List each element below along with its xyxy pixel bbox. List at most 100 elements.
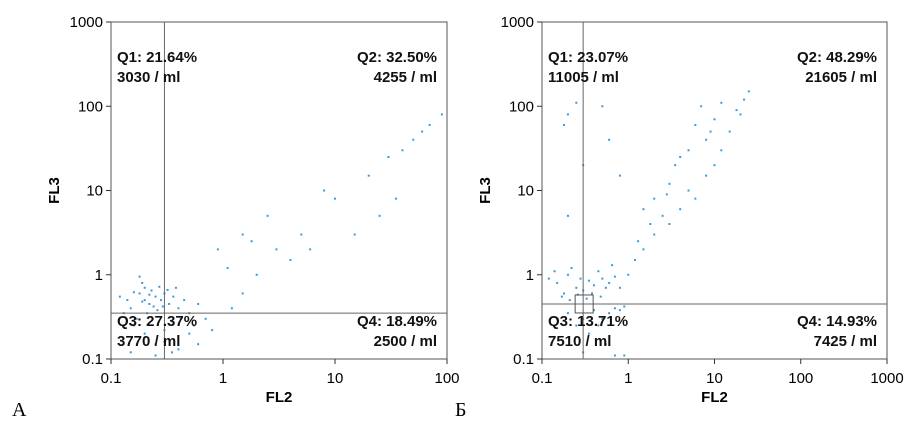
- data-point-60: [241, 233, 244, 236]
- data-point-64: [720, 101, 723, 104]
- data-point-59: [309, 248, 312, 251]
- x-tick-label: 100: [434, 370, 459, 387]
- data-point-63: [700, 105, 703, 108]
- q3-percent-label: Q3: 13.71%: [548, 313, 628, 330]
- data-point-14: [168, 302, 171, 305]
- data-point-65: [154, 354, 157, 357]
- q4-count-label: 7425 / ml: [814, 333, 877, 350]
- data-point-13: [613, 275, 616, 278]
- data-point-55: [705, 138, 708, 141]
- data-point-21: [143, 332, 146, 335]
- data-point-62: [679, 155, 682, 158]
- y-tick-label: 1: [526, 267, 534, 284]
- data-point-31: [158, 285, 161, 288]
- gate-marker-box: [574, 294, 594, 314]
- data-point-41: [634, 258, 637, 261]
- data-point-25: [179, 317, 182, 320]
- data-point-52: [728, 130, 731, 133]
- data-point-22: [591, 292, 594, 295]
- data-point-34: [618, 309, 621, 312]
- q1-count-label: 3030 / ml: [117, 69, 180, 86]
- data-point-50: [713, 164, 716, 167]
- data-point-33: [613, 307, 616, 310]
- data-point-22: [154, 343, 157, 346]
- data-point-3: [154, 295, 157, 298]
- data-point-62: [216, 248, 219, 251]
- data-point-33: [141, 300, 144, 303]
- data-point-45: [668, 223, 671, 226]
- data-point-34: [161, 305, 164, 308]
- data-point-67: [197, 343, 200, 346]
- x-tick-label: 10: [327, 370, 344, 387]
- data-point-23: [599, 295, 602, 298]
- data-point-16: [177, 307, 180, 310]
- data-point-27: [601, 317, 604, 320]
- data-point-4: [570, 267, 573, 270]
- y-tick-label: 100: [78, 98, 103, 115]
- panel-letter: А: [12, 399, 27, 421]
- data-point-35: [166, 288, 169, 291]
- q4-percent-label: Q4: 14.93%: [797, 313, 877, 330]
- data-point-18: [560, 295, 563, 298]
- data-point-31: [556, 317, 559, 320]
- y-axis-label: FL3: [46, 177, 63, 204]
- x-tick-label: 10: [706, 370, 723, 387]
- data-point-53: [428, 123, 431, 126]
- data-point-39: [118, 295, 121, 298]
- data-point-65: [735, 109, 738, 112]
- data-point-73: [575, 101, 578, 104]
- data-point-43: [653, 233, 656, 236]
- data-point-19: [568, 299, 571, 302]
- x-axis-label: FL2: [701, 389, 728, 406]
- data-point-2: [575, 286, 578, 289]
- data-point-79: [566, 214, 569, 217]
- data-point-69: [649, 223, 652, 226]
- data-point-78: [618, 174, 621, 177]
- data-point-9: [597, 270, 600, 273]
- data-point-10: [601, 277, 604, 280]
- data-point-40: [230, 307, 233, 310]
- data-point-68: [143, 336, 146, 339]
- data-point-48: [334, 197, 336, 200]
- data-point-42: [642, 248, 645, 251]
- y-tick-label: 1000: [501, 14, 534, 31]
- data-point-72: [566, 113, 569, 116]
- data-point-35: [623, 305, 626, 308]
- data-point-39: [623, 354, 626, 357]
- data-point-54: [440, 113, 443, 116]
- data-point-74: [563, 123, 566, 126]
- data-point-52: [412, 138, 415, 141]
- data-point-58: [353, 233, 356, 236]
- data-point-32: [597, 324, 600, 327]
- panel-letter: Б: [455, 399, 466, 421]
- scatter-panel-1: 0.1 1 10 100 0.1 1 10 100 1000 FL2 FL3 Q1: 21.64% 30…: [12, 14, 460, 421]
- y-tick-label: 10: [86, 183, 103, 200]
- q4-count-label: 2500 / ml: [374, 333, 437, 350]
- data-point-67: [709, 130, 712, 133]
- data-point-46: [289, 258, 292, 261]
- data-point-32: [148, 293, 151, 296]
- data-point-30: [150, 289, 153, 292]
- data-points: [118, 113, 443, 357]
- data-point-59: [668, 182, 671, 185]
- data-point-29: [575, 324, 578, 327]
- data-point-42: [255, 273, 258, 276]
- data-point-29: [138, 275, 141, 278]
- data-point-66: [177, 348, 180, 351]
- data-point-15: [172, 295, 175, 298]
- data-point-8: [592, 284, 595, 287]
- data-point-60: [653, 197, 656, 200]
- data-point-41: [241, 292, 244, 295]
- data-point-50: [387, 155, 390, 158]
- data-point-1: [138, 292, 141, 295]
- y-tick-label: 1000: [70, 14, 103, 31]
- data-point-26: [592, 309, 595, 312]
- data-point-0: [556, 281, 559, 284]
- data-point-30: [587, 332, 590, 335]
- data-point-17: [553, 270, 556, 273]
- data-point-53: [739, 113, 742, 116]
- y-tick-label: 0.1: [513, 351, 534, 368]
- data-point-17: [183, 299, 186, 302]
- data-point-43: [275, 248, 278, 251]
